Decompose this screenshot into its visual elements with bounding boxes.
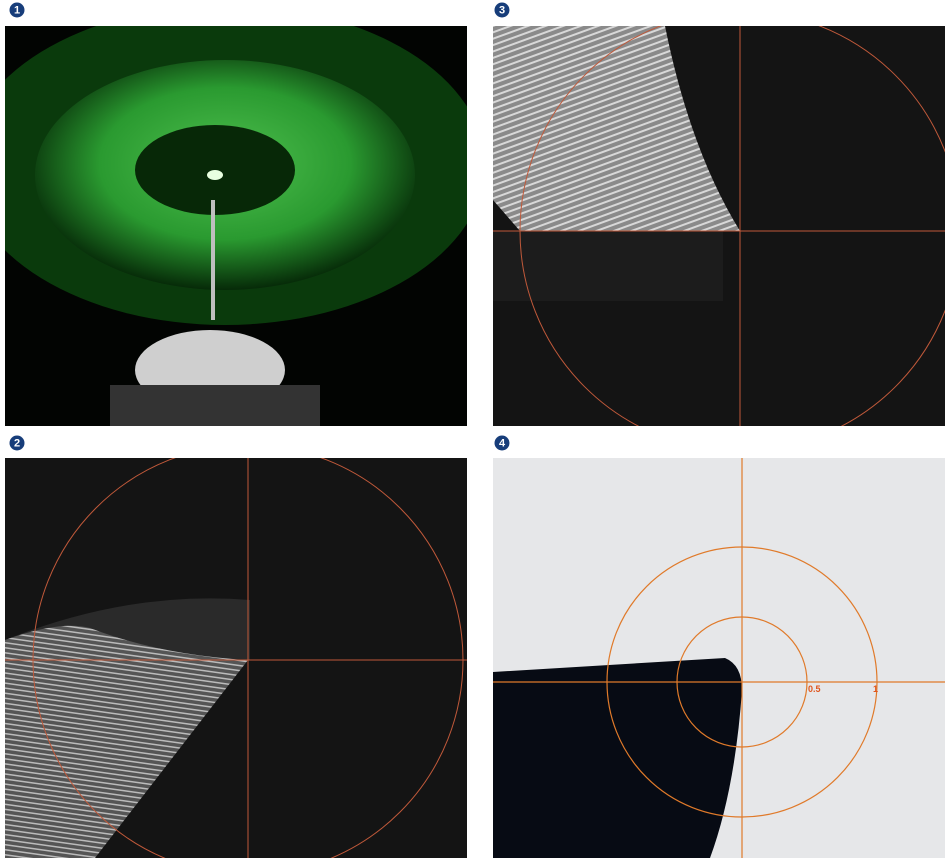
photo-4: 0.5 1 [493, 458, 945, 858]
photo-3 [493, 26, 945, 426]
badge-label: 3 [499, 5, 505, 17]
badge-label: 2 [14, 438, 20, 450]
badge: 2 [9, 435, 25, 451]
badge: 4 [494, 435, 510, 451]
photo-2 [5, 458, 467, 858]
scale-label: 1 [873, 684, 878, 694]
badge-label: 4 [499, 438, 506, 450]
badge: 3 [494, 2, 510, 18]
scale-label: 0.5 [808, 684, 821, 694]
photo-1 [5, 26, 467, 426]
badge-label: 1 [14, 5, 20, 17]
badge: 1 [9, 2, 25, 18]
